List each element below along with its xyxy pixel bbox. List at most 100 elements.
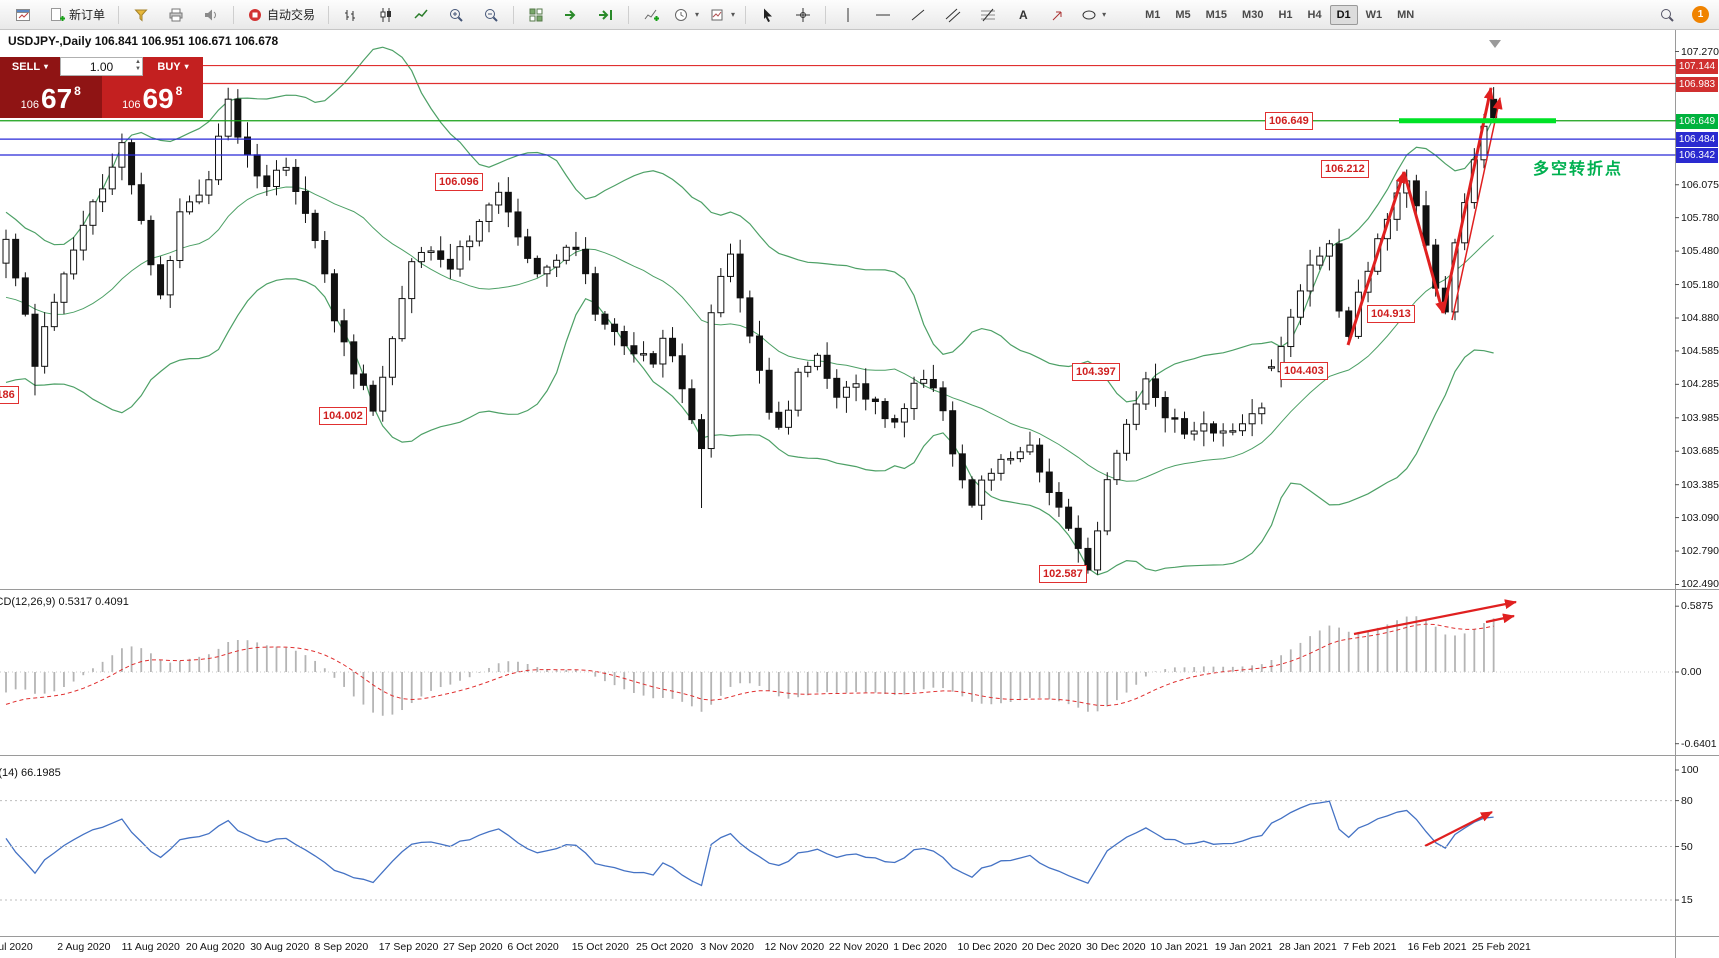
macd-axis-label: 0.5875 (1681, 600, 1714, 613)
zoom-in-icon (448, 7, 464, 23)
vertical-line-icon (840, 7, 856, 23)
price-callout: 104.002 (319, 406, 367, 425)
timeframe-mn[interactable]: MN (1397, 8, 1415, 21)
date-axis-label: 22 Nov 2020 (828, 941, 889, 953)
price-axis-label: 103.985 (1681, 411, 1719, 424)
price-axis-badge: 107.144 (1676, 58, 1718, 74)
main-toolbar: 新订单 自动交易 ▾ ▾ A ▾ (0, 0, 1719, 30)
sell-button[interactable]: 106 67 8 (0, 76, 102, 118)
price-axis-label: 103.385 (1681, 478, 1719, 491)
date-axis-label: 3 Nov 2020 (700, 941, 755, 953)
horizontal-line-tool-button[interactable] (866, 2, 900, 28)
price-axis-label: 107.270 (1681, 45, 1719, 58)
funnel-icon (133, 7, 149, 23)
price-callout: 106.212 (1321, 160, 1369, 179)
toolbar-right-group: 1 (1650, 2, 1713, 28)
channel-icon (945, 7, 961, 23)
auto-trading-button[interactable]: 自动交易 (239, 2, 323, 28)
rsi-axis-label: 15 (1681, 894, 1693, 907)
one-click-trading-panel: SELL ▾ 1.00 ▲ ▼ BUY ▾ 106 67 8 106 69 8 (0, 57, 203, 118)
dropdown-caret-icon: ▾ (1102, 10, 1107, 19)
volume-value: 1.00 (89, 59, 114, 74)
price-axis-label: 104.880 (1681, 311, 1719, 324)
new-chart-button[interactable] (6, 2, 40, 28)
buy-price-big: 69 (142, 83, 174, 114)
periods-button[interactable]: ▾ (669, 2, 704, 28)
vertical-line-tool-button[interactable] (831, 2, 865, 28)
sell-price-base: 106 (20, 99, 39, 111)
price-callout: 106.096 (435, 173, 483, 192)
auto-scroll-button[interactable] (554, 2, 588, 28)
sell-tab[interactable]: SELL ▾ (0, 57, 60, 76)
text-tool-button[interactable]: A (1006, 2, 1040, 28)
search-button[interactable] (1650, 2, 1684, 28)
date-axis-label: Jul 2020 (0, 941, 33, 953)
timeframe-m5[interactable]: M5 (1175, 8, 1191, 21)
filter-button[interactable] (124, 2, 158, 28)
buy-tab[interactable]: BUY ▾ (143, 57, 203, 76)
date-axis-label: 27 Sep 2020 (443, 941, 503, 953)
timeframe-w1[interactable]: W1 (1365, 8, 1383, 21)
timeframe-m30[interactable]: M30 (1242, 8, 1264, 21)
date-axis-label: 15 Oct 2020 (571, 941, 629, 953)
volume-input[interactable]: 1.00 ▲ ▼ (60, 57, 143, 76)
announcement-button[interactable] (194, 2, 228, 28)
zoom-out-button[interactable] (474, 2, 508, 28)
volume-spinner[interactable]: ▲ ▼ (135, 59, 141, 72)
buy-button[interactable]: 106 69 8 (101, 76, 203, 118)
tile-windows-button[interactable] (519, 2, 553, 28)
clock-icon (674, 7, 690, 23)
timeframe-d1[interactable]: D1 (1329, 4, 1358, 25)
horizontal-line-icon (875, 7, 891, 23)
price-axis-label: 104.585 (1681, 344, 1719, 357)
trendline-tool-button[interactable] (901, 2, 935, 28)
date-axis-label: 8 Sep 2020 (314, 941, 369, 953)
new-order-label: 新订单 (69, 8, 106, 22)
timeframe-h4[interactable]: H4 (1307, 8, 1322, 21)
price-axis-label: 102.490 (1681, 578, 1719, 591)
timeframe-m15[interactable]: M15 (1205, 8, 1228, 21)
line-chart-mode-button[interactable] (404, 2, 438, 28)
chart-shift-icon (598, 7, 614, 23)
notification-badge[interactable]: 1 (1692, 6, 1709, 23)
print-button[interactable] (159, 2, 193, 28)
fibonacci-tool-button[interactable] (971, 2, 1005, 28)
shapes-tool-button[interactable]: ▾ (1076, 2, 1111, 28)
price-callout: 104.397 (1072, 362, 1120, 381)
date-axis-label: 30 Dec 2020 (1086, 941, 1146, 953)
new-order-button[interactable]: 新订单 (41, 2, 113, 28)
timeframe-h1[interactable]: H1 (1278, 8, 1293, 21)
templates-button[interactable]: ▾ (705, 2, 740, 28)
shapes-icon (1081, 7, 1097, 23)
cursor-tool-button[interactable] (751, 2, 785, 28)
channel-tool-button[interactable] (936, 2, 970, 28)
price-axis-label: 105.780 (1681, 211, 1719, 224)
indicators-button[interactable] (634, 2, 668, 28)
chart-shift-button[interactable] (589, 2, 623, 28)
macd-axis-label: 0.00 (1681, 666, 1702, 678)
date-axis-label: 10 Dec 2020 (957, 941, 1018, 953)
speaker-icon (203, 7, 219, 23)
line-chart-icon (413, 7, 429, 23)
date-axis-label: 2 Aug 2020 (57, 941, 111, 953)
date-axis-label: 7 Feb 2021 (1343, 941, 1397, 953)
auto-trading-label: 自动交易 (267, 8, 316, 22)
candlestick-mode-button[interactable] (369, 2, 403, 28)
bar-chart-mode-button[interactable] (334, 2, 368, 28)
price-axis-label: 102.790 (1681, 545, 1719, 558)
toolbar-separator (233, 5, 235, 24)
macd-axis-label: -0.6401 (1681, 737, 1717, 750)
crosshair-tool-button[interactable] (786, 2, 820, 28)
date-axis-label: 25 Oct 2020 (636, 941, 694, 953)
timeframe-m1[interactable]: M1 (1145, 8, 1161, 21)
fibonacci-icon (980, 7, 996, 23)
dropdown-caret-icon: ▾ (731, 10, 736, 19)
search-icon (1659, 7, 1675, 23)
buy-tab-label: BUY (157, 60, 181, 73)
buy-price-base: 106 (122, 99, 141, 111)
arrows-tool-button[interactable] (1041, 2, 1075, 28)
rsi-indicator-label: RSI(14) 66.1985 (0, 767, 61, 779)
zoom-in-button[interactable] (439, 2, 473, 28)
price-callout: 106.649 (1265, 111, 1313, 130)
